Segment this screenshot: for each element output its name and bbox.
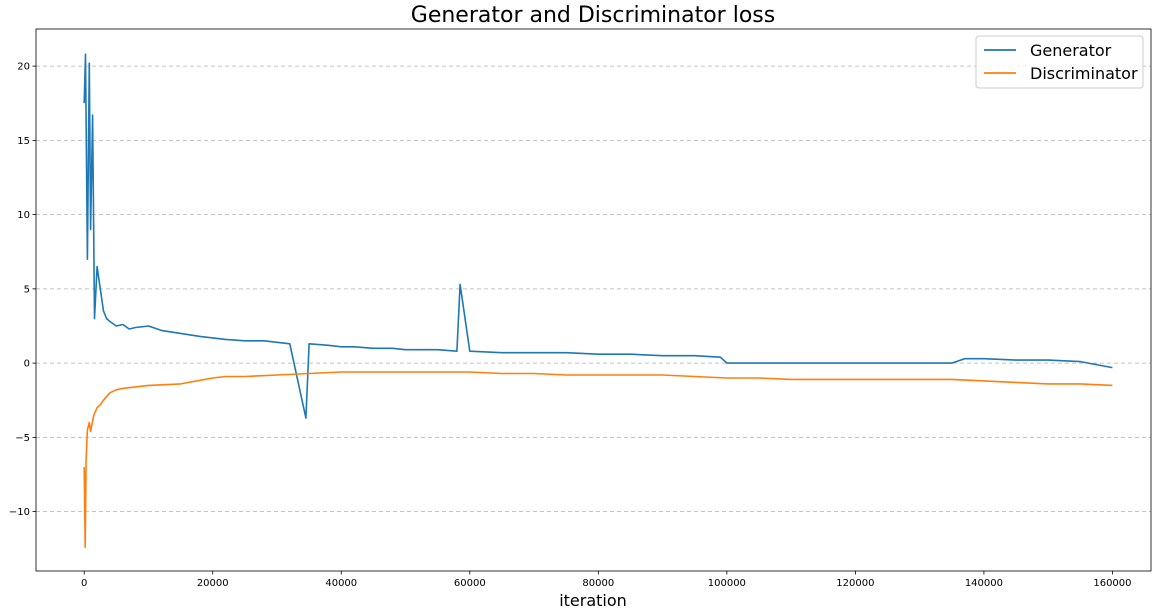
x-tick-label: 80000 [582,578,614,589]
y-tick-label: 15 [17,136,30,147]
x-axis-label: iteration [559,591,627,610]
x-tick-label: 0 [81,578,87,589]
y-tick-label: −10 [9,507,30,518]
x-axis-ticks: 0 20000 40000 60000 80000 100000 120000 140000 1… [81,571,1132,589]
x-tick-label: 40000 [325,578,357,589]
legend: Generator Discriminator [975,35,1144,89]
x-tick-label: 60000 [454,578,486,589]
chart-title: Generator and Discriminator loss [411,3,775,28]
legend-frame [975,35,1144,89]
series-layer [83,53,1113,549]
y-tick-label: 5 [24,284,30,295]
legend-label-discriminator: Discriminator [1030,64,1138,83]
y-tick-label: 20 [17,62,30,73]
x-tick-label: 100000 [708,578,746,589]
x-tick-label: 20000 [197,578,229,589]
plot-area-background [36,29,1151,571]
series-line-discriminator [83,371,1113,549]
plot-frame [35,28,1152,572]
x-tick-label: 160000 [1093,578,1131,589]
y-tick-label: 0 [24,359,30,370]
x-tick-label: 120000 [836,578,874,589]
y-axis-ticks: −10 −5 0 5 10 15 20 [9,62,36,518]
y-tick-label: −5 [15,433,30,444]
x-tick-label: 140000 [965,578,1003,589]
series-line-generator [83,53,1113,419]
y-tick-label: 10 [17,210,30,221]
grid [36,65,1151,513]
legend-label-generator: Generator [1030,41,1112,60]
